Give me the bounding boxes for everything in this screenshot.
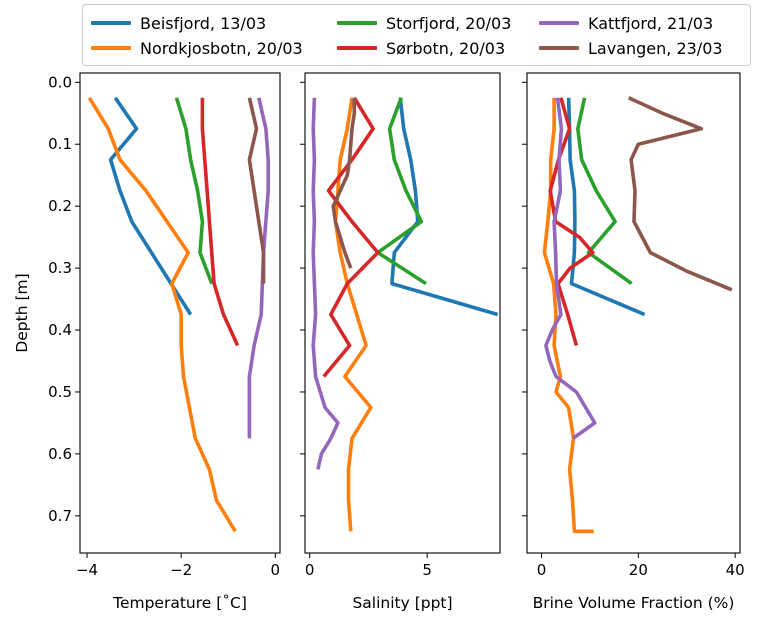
legend-entry-kattfjord: Kattfjord, 21/03 <box>539 11 713 35</box>
legend-label: Storfjord, 20/03 <box>386 14 511 33</box>
series-line-lavangen <box>249 98 263 284</box>
x-tick-label: 5 <box>422 561 432 579</box>
legend-entry-nordkjosbotn: Nordkjosbotn, 20/03 <box>91 36 303 60</box>
panel-2: 0 5 Salinity [ppt] <box>300 73 500 612</box>
x-tick-label: 40 <box>726 561 745 579</box>
legend-swatch <box>91 46 131 50</box>
legend-label: Lavangen, 23/03 <box>588 39 723 58</box>
legend-entry-sorbotn: Sørbotn, 20/03 <box>337 36 505 60</box>
x-axis-label: Salinity [ppt] <box>352 594 452 612</box>
x-tick-label: 0 <box>305 561 315 579</box>
x-tick-label: −4 <box>76 561 98 579</box>
y-tick-label: 0.6 <box>48 445 72 463</box>
y-tick-label: 0.7 <box>48 507 72 525</box>
series-line-lavangen <box>629 98 732 290</box>
legend-swatch <box>91 21 131 25</box>
y-tick-label: 0.2 <box>48 197 72 215</box>
legend-entry-lavangen: Lavangen, 23/03 <box>539 36 723 60</box>
panel-3: 0 20 40 Brine Volume Fraction (%) <box>522 73 745 612</box>
x-axis-label: Temperature [˚C] <box>112 594 247 612</box>
panel-1: −4 −2 0 Temperature [˚C] 0.0 0.1 0.2 0.3 0.4 0.5 0… <box>48 73 280 612</box>
y-tick-label: 0.4 <box>48 321 72 339</box>
x-tick-label: 20 <box>629 561 648 579</box>
legend-swatch <box>539 46 579 50</box>
series-line-beisfjord <box>111 98 191 315</box>
legend-swatch <box>337 21 377 25</box>
series-line-sorbotn <box>202 98 237 346</box>
series-line-nordkjosbotn <box>336 98 371 532</box>
x-tick-label: 0 <box>271 561 281 579</box>
legend-entry-beisfjord: Beisfjord, 13/03 <box>91 11 266 35</box>
y-tick-label: 0.0 <box>48 73 72 91</box>
legend-label: Beisfjord, 13/03 <box>140 14 266 33</box>
y-tick-label: 0.3 <box>48 259 72 277</box>
legend-label: Kattfjord, 21/03 <box>588 14 713 33</box>
x-axis-label: Brine Volume Fraction (%) <box>533 594 735 612</box>
legend-swatch <box>539 21 579 25</box>
y-tick-label: 0.1 <box>48 135 72 153</box>
legend-swatch <box>337 46 377 50</box>
series-line-kattfjord <box>313 98 338 470</box>
axes-frame <box>305 73 500 553</box>
legend-label: Nordkjosbotn, 20/03 <box>140 39 303 58</box>
legend-label: Sørbotn, 20/03 <box>386 39 505 58</box>
y-tick-label: 0.5 <box>48 383 72 401</box>
x-tick-label: 0 <box>537 561 547 579</box>
x-tick-label: −2 <box>170 561 192 579</box>
legend-entry-storfjord: Storfjord, 20/03 <box>337 11 511 35</box>
legend: Beisfjord, 13/03 Nordkjosbotn, 20/03 Sto… <box>82 4 751 66</box>
y-axis-label: Depth [m] <box>13 273 31 352</box>
series-line-beisfjord <box>392 98 498 315</box>
